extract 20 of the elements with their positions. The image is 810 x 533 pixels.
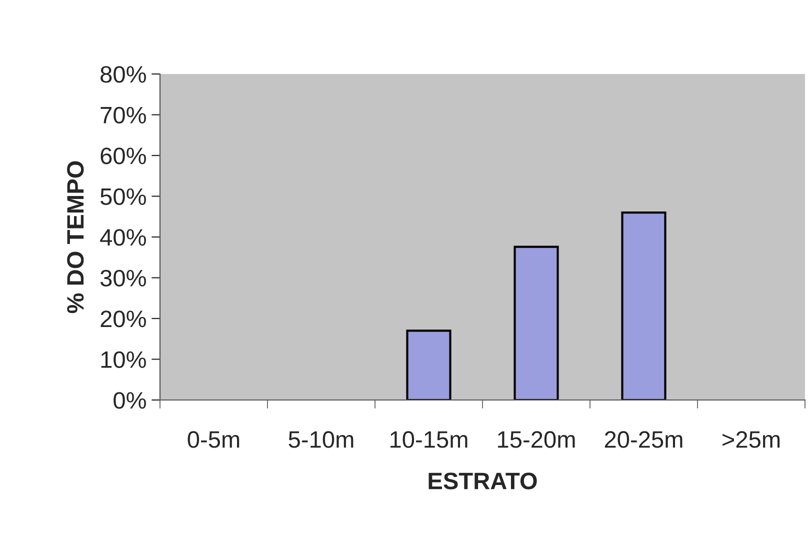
y-tick-label: 40% — [100, 229, 146, 246]
y-tick-label: 60% — [100, 148, 146, 164]
x-tick-label: 5-10m — [288, 431, 354, 448]
bar — [406, 330, 452, 400]
y-tick-label: 10% — [101, 351, 146, 368]
y-tick-label: 70% — [100, 106, 146, 124]
y-axis-title: % DO TEMPO — [67, 161, 84, 314]
y-tick-label: 20% — [100, 310, 146, 328]
bar — [514, 246, 559, 400]
y-tick-label: 80% — [100, 66, 146, 83]
y-tick-label: 30% — [100, 270, 146, 287]
x-tick-label: 0-5m — [188, 431, 240, 448]
bar — [621, 212, 666, 400]
x-axis-title: ESTRATO — [428, 472, 537, 490]
x-tick-label: 15-20m — [498, 431, 575, 448]
x-tick-label: 20-25m — [604, 431, 682, 448]
x-tick-label: >25m — [722, 431, 780, 448]
y-tick-label: 0% — [114, 392, 146, 409]
y-tick-label: 50% — [100, 188, 146, 206]
x-tick-label: 10-15m — [390, 431, 468, 448]
